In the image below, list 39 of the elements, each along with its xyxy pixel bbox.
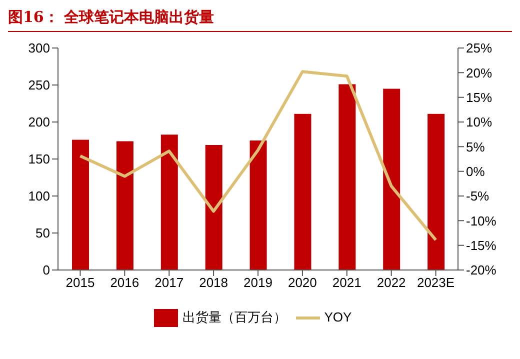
- bar: [160, 134, 178, 270]
- y2-tick-label: -15%: [466, 238, 497, 253]
- bar: [294, 114, 312, 270]
- x-tick-label: 2018: [199, 275, 228, 290]
- y2-tick-label: 15%: [466, 90, 492, 105]
- y2-tick-label: -10%: [466, 213, 497, 228]
- y2-tick-label: 0%: [466, 164, 486, 179]
- y-tick-label: 300: [28, 40, 50, 56]
- x-tick-label: 2017: [154, 275, 184, 290]
- y2-tick-label: -20%: [466, 262, 497, 278]
- y2-tick-label: 25%: [466, 40, 492, 56]
- chart-title: 图16： 全球笔记本电脑出货量: [8, 8, 512, 32]
- y-tick-label: 150: [28, 152, 50, 167]
- legend-label: 出货量（百万台）: [182, 309, 286, 324]
- bar: [72, 140, 89, 270]
- bar: [383, 88, 400, 270]
- y-tick-label: 50: [36, 226, 50, 241]
- y-tick-label: 0: [42, 262, 50, 278]
- y2-tick-label: 20%: [466, 65, 492, 80]
- bar: [428, 114, 445, 270]
- bar: [116, 141, 134, 270]
- x-tick-label: 2020: [288, 275, 317, 290]
- bar: [250, 140, 267, 270]
- bar: [205, 144, 222, 270]
- x-tick-label: 2022: [376, 275, 406, 290]
- bar: [338, 84, 356, 270]
- line-series: [78, 70, 438, 242]
- y2-tick-label: 5%: [466, 139, 486, 154]
- y2-tick-label: 10%: [466, 114, 492, 130]
- x-tick-label: 2021: [332, 275, 362, 290]
- y-tick-label: 200: [28, 114, 50, 130]
- y-tick-label: 100: [28, 188, 50, 204]
- legend-label: YOY: [324, 309, 352, 324]
- x-tick-label: 2016: [110, 275, 140, 290]
- x-tick-label: 2023E: [416, 275, 455, 290]
- y2-tick-label: -5%: [466, 188, 490, 204]
- y-tick-label: 250: [28, 78, 50, 93]
- x-tick-label: 2019: [244, 275, 272, 290]
- x-tick-label: 2015: [66, 275, 95, 290]
